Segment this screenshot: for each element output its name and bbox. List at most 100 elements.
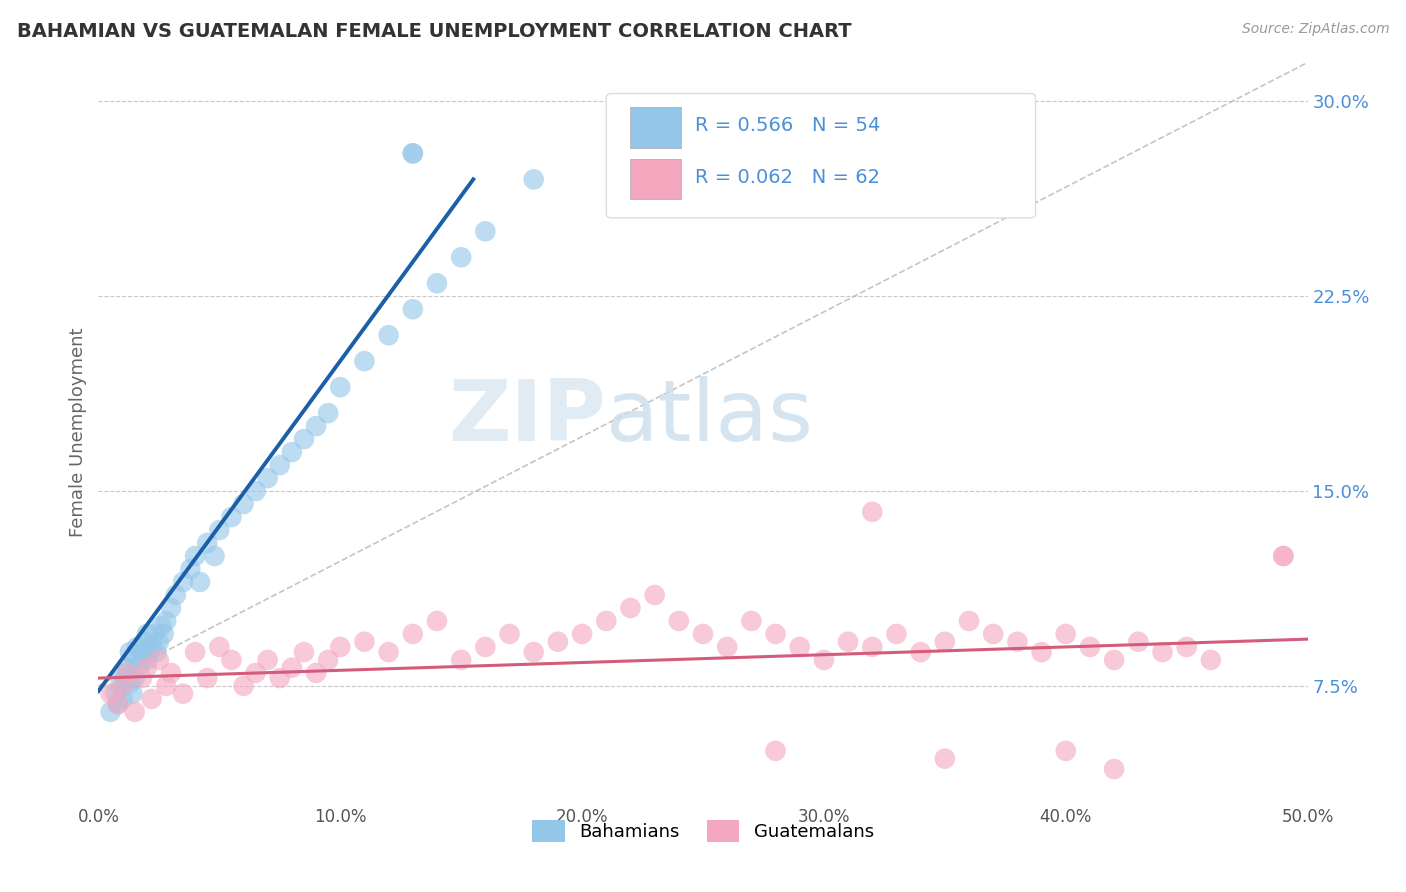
Point	[619, 601, 641, 615]
Text: atlas: atlas	[606, 376, 814, 459]
Point	[316, 406, 339, 420]
FancyBboxPatch shape	[630, 159, 682, 200]
Point	[1199, 653, 1222, 667]
Point	[138, 645, 160, 659]
Point	[789, 640, 811, 654]
Point	[523, 645, 546, 659]
Point	[184, 645, 207, 659]
Point	[934, 751, 956, 765]
Point	[107, 697, 129, 711]
Point	[114, 671, 136, 685]
Point	[172, 574, 194, 589]
Point	[135, 627, 157, 641]
Point	[402, 146, 425, 161]
Point	[124, 671, 146, 685]
Point	[124, 705, 146, 719]
Point	[1272, 549, 1295, 563]
Text: BAHAMIAN VS GUATEMALAN FEMALE UNEMPLOYMENT CORRELATION CHART: BAHAMIAN VS GUATEMALAN FEMALE UNEMPLOYME…	[17, 22, 852, 41]
Point	[474, 224, 496, 238]
Point	[886, 627, 908, 641]
Point	[547, 634, 569, 648]
Point	[402, 146, 425, 161]
Point	[256, 471, 278, 485]
Point	[232, 679, 254, 693]
Point	[426, 277, 449, 291]
Point	[329, 640, 352, 654]
Point	[160, 665, 183, 680]
Text: R = 0.566   N = 54: R = 0.566 N = 54	[695, 116, 880, 135]
Point	[377, 328, 399, 343]
Point	[117, 661, 139, 675]
Point	[1054, 744, 1077, 758]
Point	[245, 484, 267, 499]
Point	[813, 653, 835, 667]
FancyBboxPatch shape	[630, 107, 682, 147]
Point	[256, 653, 278, 667]
Point	[571, 627, 593, 641]
Point	[595, 614, 617, 628]
Point	[179, 562, 201, 576]
Point	[292, 432, 315, 446]
Point	[208, 640, 231, 654]
Point	[232, 497, 254, 511]
Point	[1272, 549, 1295, 563]
Text: R = 0.062   N = 62: R = 0.062 N = 62	[695, 168, 880, 186]
Point	[269, 671, 291, 685]
Point	[644, 588, 666, 602]
Point	[353, 634, 375, 648]
Point	[195, 536, 218, 550]
Point	[316, 653, 339, 667]
Point	[934, 634, 956, 648]
Point	[204, 549, 226, 563]
Point	[269, 458, 291, 472]
Point	[523, 172, 546, 186]
Y-axis label: Female Unemployment: Female Unemployment	[69, 328, 87, 537]
Point	[692, 627, 714, 641]
Point	[111, 679, 134, 693]
Point	[135, 653, 157, 667]
Point	[221, 653, 243, 667]
Point	[1128, 634, 1150, 648]
Point	[111, 665, 134, 680]
Point	[131, 671, 153, 685]
Point	[195, 671, 218, 685]
Point	[498, 627, 520, 641]
Point	[134, 634, 156, 648]
Point	[100, 687, 122, 701]
Point	[353, 354, 375, 368]
Point	[1078, 640, 1101, 654]
Point	[141, 692, 163, 706]
Text: Source: ZipAtlas.com: Source: ZipAtlas.com	[1241, 22, 1389, 37]
Point	[143, 627, 166, 641]
Point	[108, 679, 131, 693]
Point	[111, 692, 134, 706]
Text: ZIP: ZIP	[449, 376, 606, 459]
Point	[148, 653, 170, 667]
Point	[1152, 645, 1174, 659]
Point	[127, 640, 149, 654]
Point	[155, 614, 177, 628]
Point	[128, 658, 150, 673]
Point	[765, 744, 787, 758]
Point	[124, 653, 146, 667]
Point	[450, 250, 472, 264]
Point	[188, 574, 211, 589]
Point	[221, 510, 243, 524]
Point	[305, 665, 328, 680]
Point	[450, 653, 472, 667]
Point	[145, 645, 167, 659]
Point	[1102, 762, 1125, 776]
Point	[402, 627, 425, 641]
Point	[131, 645, 153, 659]
Point	[329, 380, 352, 394]
Point	[118, 676, 141, 690]
Point	[765, 627, 787, 641]
Point	[107, 697, 129, 711]
Point	[160, 601, 183, 615]
Point	[292, 645, 315, 659]
Point	[152, 627, 174, 641]
Point	[281, 661, 304, 675]
Point	[981, 627, 1004, 641]
Point	[1175, 640, 1198, 654]
Point	[1007, 634, 1029, 648]
